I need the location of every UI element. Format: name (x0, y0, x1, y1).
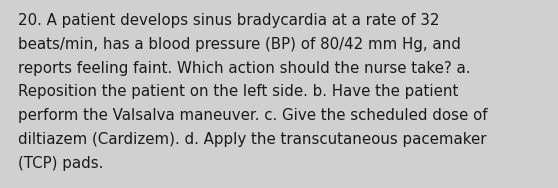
Text: (TCP) pads.: (TCP) pads. (18, 156, 103, 171)
Text: 20. A patient develops sinus bradycardia at a rate of 32: 20. A patient develops sinus bradycardia… (18, 13, 440, 28)
Text: Reposition the patient on the left side. b. Have the patient: Reposition the patient on the left side.… (18, 84, 458, 99)
Text: beats/min, has a blood pressure (BP) of 80/42 mm Hg, and: beats/min, has a blood pressure (BP) of … (18, 37, 461, 52)
Text: perform the Valsalva maneuver. c. Give the scheduled dose of: perform the Valsalva maneuver. c. Give t… (18, 108, 488, 123)
Text: reports feeling faint. Which action should the nurse take? a.: reports feeling faint. Which action shou… (18, 61, 470, 76)
Text: diltiazem (Cardizem). d. Apply the transcutaneous pacemaker: diltiazem (Cardizem). d. Apply the trans… (18, 132, 487, 147)
